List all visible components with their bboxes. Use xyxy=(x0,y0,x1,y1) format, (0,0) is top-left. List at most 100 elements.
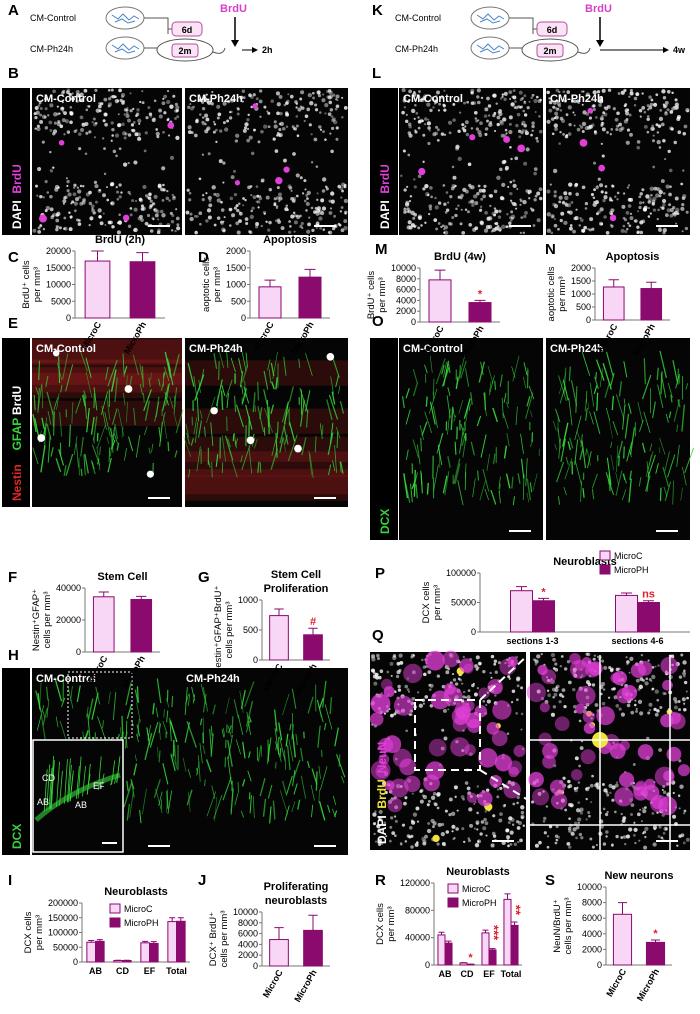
nucleus xyxy=(529,101,531,103)
nucleus xyxy=(404,685,408,689)
significance: # xyxy=(310,616,316,628)
nucleus xyxy=(115,133,119,137)
nucleus xyxy=(286,205,288,207)
nucleus xyxy=(493,834,496,837)
nucleus xyxy=(217,216,221,220)
nucleus xyxy=(497,225,499,227)
nucleus xyxy=(432,106,435,109)
nucleus xyxy=(639,109,643,113)
nucleus xyxy=(438,201,441,204)
nucleus xyxy=(444,134,446,136)
nucleus xyxy=(290,190,292,192)
nucleus xyxy=(78,132,82,136)
neuron xyxy=(465,712,481,728)
nucleus xyxy=(447,202,449,204)
nucleus xyxy=(643,831,646,834)
nucleus xyxy=(430,196,433,199)
nucleus xyxy=(675,223,677,225)
nucleus xyxy=(124,113,126,115)
nucleus xyxy=(617,192,620,195)
nucleus xyxy=(220,221,224,225)
nucleus xyxy=(332,227,335,230)
labeled-cell xyxy=(418,168,425,175)
nucleus xyxy=(668,203,671,206)
nucleus xyxy=(467,837,470,840)
nucleus xyxy=(443,737,447,741)
nucleus xyxy=(47,191,50,194)
nucleus xyxy=(684,681,687,684)
nucleus xyxy=(341,97,343,99)
nucleus xyxy=(213,121,215,123)
nucleus xyxy=(635,710,638,713)
significance: * xyxy=(478,288,483,300)
error-bar xyxy=(274,609,283,616)
labeled-cell xyxy=(610,215,616,221)
nucleus xyxy=(221,208,225,212)
nucleus xyxy=(552,658,556,662)
nucleus xyxy=(85,152,88,155)
nucleus xyxy=(335,98,337,100)
nucleus xyxy=(477,840,479,842)
bar xyxy=(304,635,323,660)
stain-label: GFAP xyxy=(10,418,24,451)
nucleus xyxy=(175,103,178,106)
nucleus xyxy=(387,671,390,674)
y-tick-label: 40000 xyxy=(56,583,81,593)
neuron xyxy=(655,767,675,787)
nucleus xyxy=(516,802,519,805)
y-axis-label: cells per mm³ xyxy=(563,897,574,954)
nucleus xyxy=(647,712,650,715)
nucleus xyxy=(429,688,432,691)
nucleus xyxy=(117,222,119,224)
nucleus xyxy=(110,183,114,187)
y-axis-label: per mm³ xyxy=(212,267,223,302)
nucleus xyxy=(651,812,654,815)
nucleus xyxy=(267,229,270,232)
nucleus xyxy=(443,109,446,112)
nucleus xyxy=(162,188,165,191)
nucleus xyxy=(316,165,319,168)
nucleus xyxy=(244,122,248,126)
nucleus xyxy=(256,97,259,100)
nucleus xyxy=(103,112,107,116)
nucleus xyxy=(546,189,550,193)
nucleus xyxy=(651,675,655,679)
nucleus xyxy=(499,168,503,172)
nucleus xyxy=(681,203,684,206)
nucleus xyxy=(539,197,543,201)
nucleus xyxy=(187,189,190,192)
nucleus xyxy=(171,229,173,231)
nucleus xyxy=(172,196,176,200)
nucleus xyxy=(659,109,662,112)
nucleus xyxy=(404,106,406,108)
nucleus xyxy=(59,226,62,229)
nucleus xyxy=(205,219,208,222)
nucleus xyxy=(675,208,679,212)
chart-title: Proliferation xyxy=(264,583,329,595)
nucleus xyxy=(139,215,143,219)
nucleus xyxy=(506,213,508,215)
nucleus xyxy=(217,198,221,202)
nucleus xyxy=(448,222,451,225)
nucleus xyxy=(502,93,504,95)
nucleus xyxy=(480,198,483,201)
nucleus xyxy=(558,142,561,145)
nucleus xyxy=(462,695,465,698)
nucleus xyxy=(199,177,202,180)
nucleus xyxy=(37,230,41,234)
nucleus xyxy=(427,803,430,806)
nucleus xyxy=(565,135,568,138)
nucleus xyxy=(658,227,662,231)
nucleus xyxy=(556,839,558,841)
labeled-cell xyxy=(283,167,289,173)
nucleus xyxy=(588,683,592,687)
nucleus xyxy=(631,803,635,807)
nucleus xyxy=(304,200,307,203)
nucleus xyxy=(477,785,479,787)
nucleus xyxy=(202,194,204,196)
bar xyxy=(304,930,323,966)
nucleus xyxy=(673,697,677,701)
bar xyxy=(168,922,177,962)
legend-label: MicroPH xyxy=(614,565,649,575)
nucleus xyxy=(508,130,512,134)
